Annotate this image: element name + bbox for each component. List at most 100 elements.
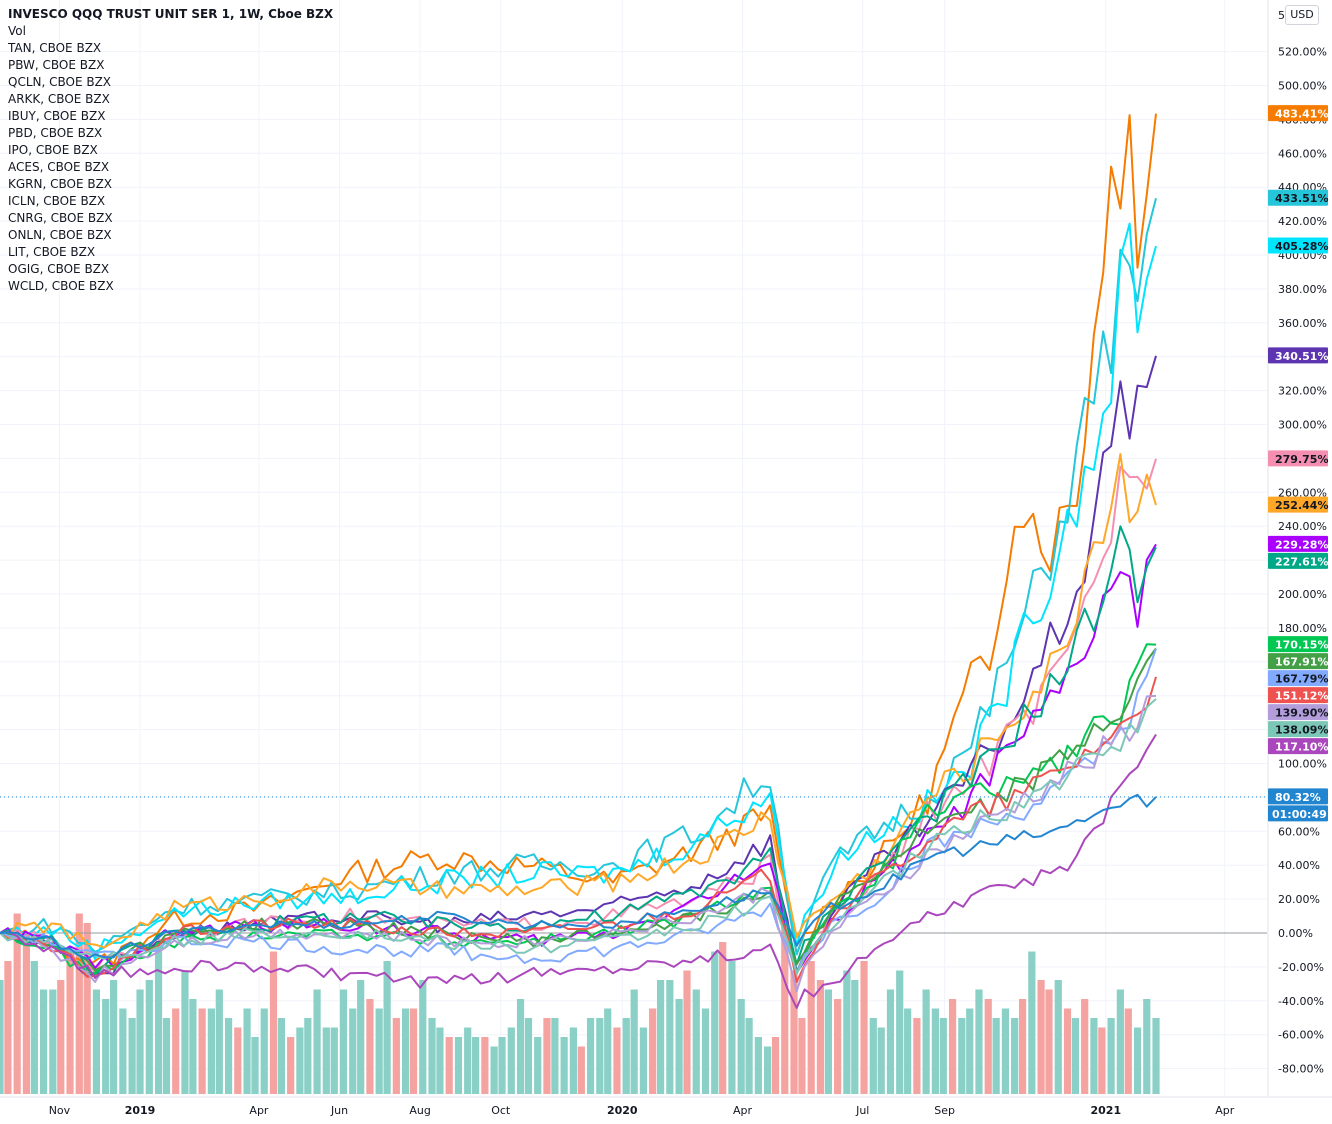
price-badge [1268, 105, 1328, 122]
price-badge [1268, 552, 1328, 569]
legend-symbol[interactable]: PBD, CBOE BZX [8, 126, 103, 140]
volume-bar [763, 1046, 772, 1094]
legend-symbol[interactable]: PBW, CBOE BZX [8, 58, 105, 72]
price-badge-label: 139.90% [1275, 707, 1328, 720]
volume-bar [445, 1037, 453, 1094]
time-axis[interactable]: Nov 2019 Apr Jun Aug Oct 2020 Apr Jul Sep 2021 Apr [0, 1096, 1332, 1124]
volume-bar [490, 1046, 498, 1094]
volume-bar [913, 1018, 921, 1094]
volume-bar [701, 1008, 710, 1094]
countdown-badge [1268, 805, 1328, 822]
volume-bar [807, 961, 815, 1094]
price-badge [1268, 347, 1328, 364]
volume-bar [304, 1018, 312, 1094]
price-tick-label: -60.00% [1278, 1029, 1324, 1042]
legend-symbol[interactable]: ICLN, CBOE BZX [8, 194, 106, 208]
volume-bar [357, 980, 365, 1094]
volume-bar [464, 1027, 472, 1094]
price-badge [1268, 237, 1328, 254]
volume-bar [543, 1018, 551, 1094]
volume-bar [790, 970, 798, 1094]
legend-symbol[interactable]: ACES, CBOE BZX [8, 160, 110, 174]
time-axis-background [0, 1097, 1332, 1124]
volume-bar [656, 980, 665, 1094]
price-tick-label: 320.00% [1278, 385, 1327, 398]
legend-symbol[interactable]: KGRN, CBOE BZX [8, 177, 113, 191]
volume-bar [649, 1008, 657, 1094]
volume-bar [181, 970, 189, 1094]
time-tick-label: Sep [934, 1104, 955, 1117]
volume-bar [296, 1027, 304, 1094]
legend-volume[interactable]: Vol [8, 24, 26, 38]
volume-bar [277, 1018, 286, 1094]
volume-bar [984, 999, 992, 1094]
series-line [0, 222, 1157, 961]
price-tick-label: -80.00% [1278, 1063, 1324, 1076]
volume-bar [507, 1027, 515, 1094]
time-tick-label: Apr [733, 1104, 753, 1117]
legend-symbol[interactable]: ONLN, CBOE BZX [8, 228, 112, 242]
price-badge-label: 167.91% [1275, 656, 1328, 669]
volume-bar [1133, 1027, 1142, 1094]
price-badge-label: 433.51% [1275, 192, 1328, 205]
legend-symbol[interactable]: LIT, CBOE BZX [8, 245, 96, 259]
volume-bar [896, 970, 904, 1094]
price-badge [1268, 670, 1328, 687]
legend-symbol[interactable]: QCLN, CBOE BZX [8, 75, 112, 89]
price-tick-label: 420.00% [1278, 215, 1327, 228]
volume-bar [860, 961, 868, 1094]
currency-button[interactable]: USD [1285, 5, 1319, 25]
volume-bar [966, 1008, 974, 1094]
volume-bar [630, 989, 638, 1094]
time-tick-label: Jun [330, 1104, 348, 1117]
legend-symbol[interactable]: IBUY, CBOE BZX [8, 109, 106, 123]
volume-bar [1037, 980, 1045, 1094]
legend-symbol[interactable]: WCLD, CBOE BZX [8, 279, 114, 293]
volume-bar [1090, 1018, 1098, 1094]
volume-bar [409, 1008, 418, 1094]
legend-symbol[interactable]: TAN, CBOE BZX [8, 41, 102, 55]
volume-bar [162, 1018, 171, 1094]
price-tick-label: 100.00% [1278, 758, 1327, 771]
price-series [0, 113, 1157, 1009]
time-tick-label: Nov [49, 1104, 71, 1117]
volume-bar [886, 989, 895, 1094]
legend-symbols: TAN, CBOE BZX PBW, CBOE BZX QCLN, CBOE BZX… [8, 40, 333, 295]
volume-bar [22, 932, 31, 1094]
volume-bar [83, 923, 91, 1094]
volume-bar [613, 1027, 621, 1094]
volume-bar [560, 1037, 568, 1094]
volume-bar [869, 1018, 877, 1094]
volume-bar [472, 1037, 480, 1094]
volume-bar [102, 999, 110, 1094]
volume-bar [0, 980, 4, 1094]
time-tick-label: Apr [1215, 1104, 1235, 1117]
volume-bar [524, 1018, 533, 1094]
volume-bar [1081, 999, 1089, 1094]
volume-bar [287, 1037, 295, 1094]
legend-symbol[interactable]: IPO, CBOE BZX [8, 143, 98, 157]
volume-bar [851, 980, 859, 1094]
price-tick-label: 40.00% [1278, 859, 1320, 872]
volume-bar [1054, 980, 1062, 1094]
price-axis-badges: 483.41% 433.51% 405.28% 340.51% 279.75% 252.4… [1268, 105, 1328, 822]
volume-bar [728, 961, 736, 1094]
series-line [0, 648, 1157, 974]
volume-bar [958, 1018, 966, 1094]
price-badge-label: 227.61% [1275, 555, 1328, 568]
price-tick-label: -20.00% [1278, 961, 1324, 974]
volume-bar [154, 942, 163, 1094]
legend-main-symbol[interactable]: INVESCO QQQ TRUST UNIT SER 1, 1W, Cboe B… [8, 7, 334, 21]
legend-symbol[interactable]: OGIG, CBOE BZX [8, 262, 110, 276]
legend-symbol[interactable]: CNRG, CBOE BZX [8, 211, 113, 225]
legend-symbol[interactable]: ARKK, CBOE BZX [8, 92, 110, 106]
volume-bar [931, 1008, 939, 1094]
volume-bar [798, 1018, 806, 1094]
volume-bar [224, 1018, 233, 1094]
price-badge-label: 151.12% [1275, 690, 1328, 703]
volume-bar [215, 989, 223, 1094]
series-line [0, 113, 1157, 967]
volume-bar [349, 1008, 357, 1094]
volume-bar [1116, 989, 1124, 1094]
